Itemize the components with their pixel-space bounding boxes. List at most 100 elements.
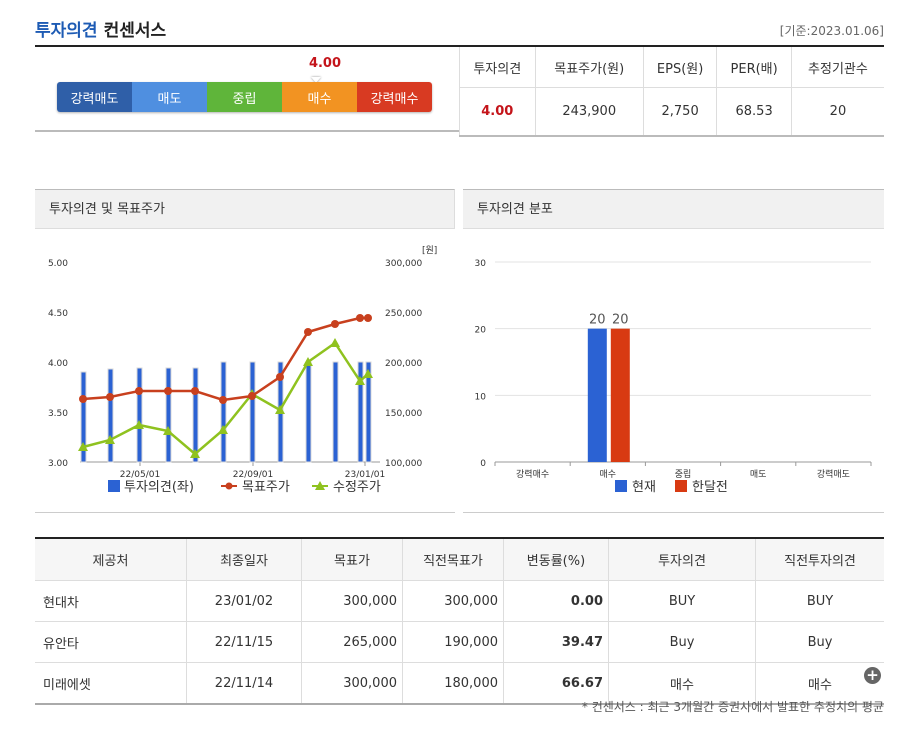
legend-swatch (315, 481, 325, 490)
y-tick-label: 10 (475, 392, 487, 402)
opinion-target-chart: 5.00 300,000 4.50 250,000 4.00 200,000 3.50 150… (48, 245, 437, 495)
target-price-point (356, 314, 364, 322)
opinion-bar (80, 371, 87, 463)
col-header: 직전목표가 (402, 537, 504, 581)
y-left-tick-label: 4.50 (48, 309, 68, 319)
opinion-bar (365, 361, 372, 463)
opinion-target-panel: 투자의견 및 목표주가 5.00 300,000 4.50 250,000 4.00 20… (35, 189, 455, 513)
opinion-gauge: 강력매도 매도 중립 매수 강력매수 (57, 82, 432, 112)
col-header: 직전투자의견 (755, 537, 884, 581)
page-title: 투자의견 컨센서스 (35, 16, 166, 41)
change-rate: 0.00 (503, 580, 609, 622)
legend-label: 투자의견(좌) (124, 480, 194, 495)
col-header: 변동률(%) (503, 537, 609, 581)
adjusted-price-point (134, 420, 144, 429)
legend-label: 현재 (632, 480, 656, 495)
legend-label: 목표주가 (242, 480, 290, 495)
prev-opinion: BUY (755, 580, 884, 622)
panel-title: 투자의견 및 목표주가 (35, 189, 455, 229)
title-main: 투자의견 (35, 21, 98, 41)
title-sub: 컨센서스 (103, 21, 167, 41)
x-tick-label: 강력매수 (516, 468, 549, 480)
target-price-point (79, 395, 87, 403)
target-price-point (248, 392, 256, 400)
reference-date: [기준:2023.01.06] (779, 24, 884, 38)
y-left-tick-label: 3.50 (48, 409, 68, 419)
x-tick-label: 23/01/01 (345, 470, 385, 480)
change-rate: 39.47 (503, 621, 609, 663)
opinion-bar (332, 361, 339, 463)
col-header: 투자의견 (608, 537, 756, 581)
adjusted-price-point (363, 369, 373, 378)
summary-eps: 2,750 (642, 87, 717, 137)
summary-institutions: 20 (790, 87, 884, 137)
adjusted-price-point (78, 442, 88, 451)
y-right-tick-label: 100,000 (385, 459, 422, 469)
table-row: 미래에셋 22/11/14 300,000 180,000 66.67 매수 매… (35, 662, 884, 705)
summary-opinion: 4.00 (459, 87, 536, 137)
distribution-bar (610, 328, 630, 462)
legend-swatch (108, 480, 120, 492)
y-right-tick-label: 300,000 (385, 259, 422, 269)
x-tick-label: 22/09/01 (233, 470, 273, 480)
x-tick-label: 중립 (675, 469, 692, 480)
adjusted-price-point (105, 435, 115, 444)
adjusted-price-point (330, 338, 340, 347)
prev-target-price: 190,000 (402, 621, 504, 663)
opinion: BUY (608, 580, 756, 622)
target-price-point (106, 393, 114, 401)
target-price-point (276, 373, 284, 381)
opinion-bar (136, 367, 143, 463)
x-tick-label: 22/05/01 (120, 470, 160, 480)
y-tick-label: 20 (475, 326, 487, 336)
x-tick-label: 매수 (600, 469, 617, 480)
legend-label: 수정주가 (333, 480, 381, 495)
y-right-tick-label: 250,000 (385, 309, 422, 319)
change-rate: 66.67 (503, 662, 609, 705)
legend-swatch (225, 482, 233, 490)
distribution-bar (587, 328, 607, 462)
gauge-segment-buy: 매수 (282, 82, 357, 112)
target-price-point (364, 314, 372, 322)
plus-circle-icon[interactable]: + (864, 667, 881, 684)
target-price-point (219, 396, 227, 404)
opinion-bar (305, 361, 312, 463)
adjusted-price-point (190, 449, 200, 458)
broker-name: 유안타 (35, 621, 187, 663)
panel-title: 투자의견 분포 (463, 189, 884, 229)
summary-header: 목표주가(원) (534, 47, 644, 88)
legend-label: 한달전 (692, 480, 728, 495)
x-tick-label: 매도 (750, 469, 767, 480)
opinion-bar (357, 361, 364, 463)
y-tick-label: 0 (480, 459, 486, 469)
target-price-point (135, 387, 143, 395)
broker-name: 현대차 (35, 580, 187, 622)
y-tick-label: 30 (475, 259, 487, 269)
adjusted-price-point (163, 426, 173, 435)
prev-opinion: Buy (755, 621, 884, 663)
legend-swatch (675, 480, 687, 492)
adjusted-price-line (82, 341, 369, 456)
opinion-bar (192, 367, 199, 463)
summary-divider (35, 130, 459, 132)
target-price-line (82, 316, 368, 402)
table-row: 현대차 23/01/02 300,000 300,000 0.00 BUY BU… (35, 580, 884, 622)
target-price-point (331, 320, 339, 328)
adjusted-price-point (303, 357, 313, 366)
target-price-point (191, 387, 199, 395)
table-row: 유안타 22/11/15 265,000 190,000 39.47 Buy B… (35, 621, 884, 663)
gauge-segment-strong-sell: 강력매도 (57, 82, 132, 112)
y-left-tick-label: 4.00 (48, 359, 68, 369)
footnote: * 컨센서스 : 최근 3개월간 증권사에서 발표한 추정치의 평균 (581, 700, 884, 714)
opinion-bar (107, 368, 114, 463)
y-left-tick-label: 5.00 (48, 259, 68, 269)
gauge-segment-hold: 중립 (207, 82, 282, 112)
consensus-summary-table: 투자의견 목표주가(원) EPS(원) PER(배) 추정기관수 4.00 24… (459, 47, 884, 137)
gauge-pointer-icon (311, 77, 321, 83)
adjusted-price-point (218, 425, 228, 434)
summary-header: PER(배) (716, 47, 792, 88)
opinion-distribution-panel: 투자의견 분포 30 20 10 0 강력매수 매수 20 20 중립 매도 강력매도 현재 한달전 (463, 189, 884, 513)
summary-per: 68.53 (716, 87, 792, 137)
y-left-tick-label: 3.00 (48, 459, 68, 469)
